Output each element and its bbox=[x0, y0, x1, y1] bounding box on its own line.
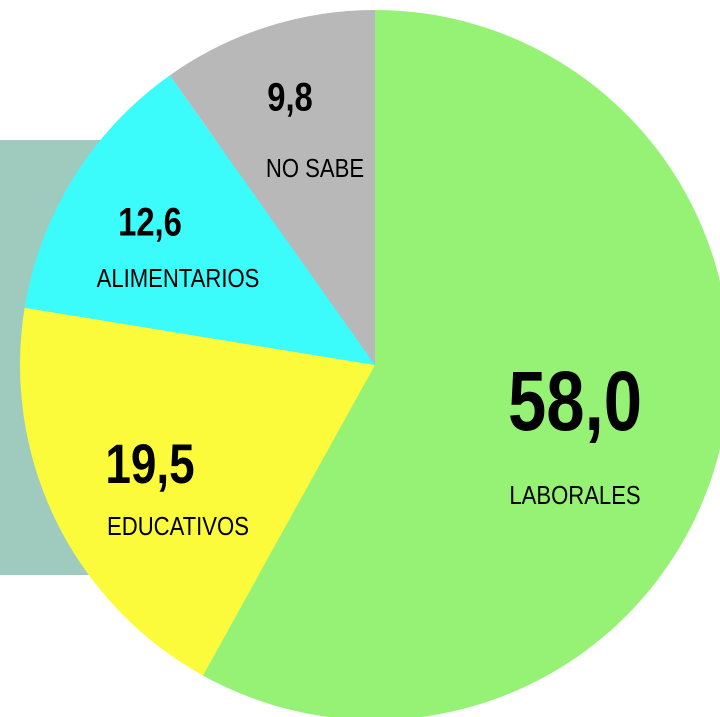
value-label: 9,8 bbox=[267, 74, 313, 119]
value-label: 58,0 bbox=[508, 355, 642, 449]
pie-slice bbox=[169, 10, 375, 365]
pie-slice bbox=[202, 10, 720, 717]
pie-slice bbox=[19, 307, 375, 676]
category-label: LABORALES bbox=[509, 481, 640, 510]
value-label: 12,6 bbox=[118, 199, 182, 244]
category-label: EDUCATIVOS bbox=[107, 512, 249, 541]
value-label: 19,5 bbox=[105, 432, 194, 494]
pie-slice bbox=[24, 75, 375, 366]
category-label: NO SABE bbox=[266, 154, 364, 183]
category-label: ALIMENTARIOS bbox=[97, 264, 260, 293]
